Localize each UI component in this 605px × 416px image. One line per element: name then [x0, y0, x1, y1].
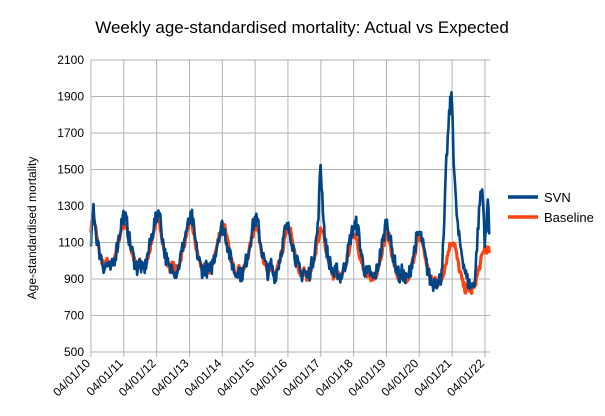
- y-tick-label: 500: [64, 345, 84, 359]
- legend-label-svn: SVN: [544, 190, 571, 205]
- legend-label-baseline: Baseline: [544, 210, 594, 225]
- y-tick-label: 1100: [58, 236, 84, 250]
- y-tick-label: 2100: [57, 53, 84, 67]
- axis-layer: 50070090011001300150017001900210004/01/1…: [50, 53, 490, 399]
- y-tick-label: 1300: [57, 199, 84, 213]
- series-layer: [89, 91, 491, 295]
- chart-title: Weekly age-standardised mortality: Actua…: [95, 18, 509, 37]
- series-line-svn: [89, 91, 491, 293]
- y-tick-label: 1700: [57, 126, 84, 140]
- legend: SVN Baseline: [508, 190, 594, 225]
- y-tick-label: 700: [64, 309, 84, 323]
- y-axis-title: Age-standardised mortality: [25, 157, 39, 300]
- y-tick-label: 900: [64, 272, 84, 286]
- y-tick-label: 1900: [57, 90, 84, 104]
- grid-layer: [90, 59, 490, 353]
- y-tick-label: 1500: [57, 163, 84, 177]
